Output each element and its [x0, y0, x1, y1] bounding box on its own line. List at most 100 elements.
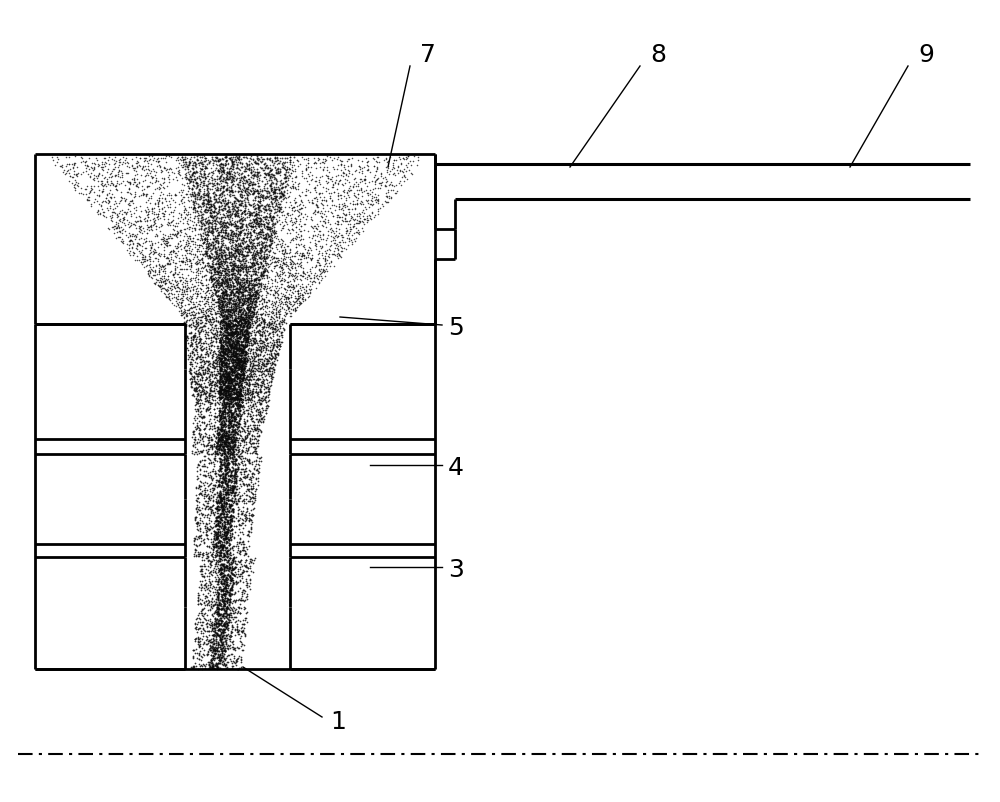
Point: [164, 166, 180, 179]
Point: [244, 378, 260, 391]
Point: [209, 325, 225, 338]
Point: [202, 260, 218, 273]
Point: [225, 366, 241, 379]
Point: [250, 233, 266, 245]
Point: [232, 369, 248, 382]
Point: [296, 267, 312, 280]
Point: [252, 285, 268, 298]
Point: [196, 596, 212, 609]
Point: [198, 440, 214, 453]
Point: [307, 277, 323, 290]
Point: [388, 180, 404, 192]
Point: [187, 157, 203, 170]
Point: [233, 280, 249, 293]
Point: [104, 207, 120, 220]
Point: [243, 290, 259, 302]
Point: [213, 443, 229, 456]
Point: [210, 387, 226, 399]
Point: [234, 327, 250, 340]
Point: [242, 199, 258, 212]
Point: [227, 200, 243, 213]
Point: [209, 306, 225, 318]
Point: [235, 367, 251, 380]
Point: [230, 393, 246, 406]
Point: [246, 250, 262, 263]
Point: [379, 156, 395, 169]
Point: [258, 360, 274, 373]
Point: [181, 303, 197, 316]
Point: [231, 391, 247, 403]
Point: [390, 160, 406, 173]
Point: [238, 276, 254, 289]
Point: [207, 566, 223, 579]
Point: [215, 292, 231, 305]
Point: [204, 274, 220, 287]
Point: [190, 587, 206, 600]
Point: [215, 253, 231, 266]
Point: [204, 180, 220, 192]
Point: [229, 373, 245, 386]
Point: [240, 393, 256, 406]
Point: [256, 273, 272, 286]
Point: [179, 277, 195, 290]
Point: [320, 184, 336, 196]
Point: [198, 188, 214, 201]
Point: [217, 465, 233, 478]
Point: [334, 245, 350, 258]
Point: [236, 332, 252, 345]
Point: [193, 192, 209, 205]
Point: [188, 344, 204, 357]
Point: [248, 265, 264, 277]
Point: [223, 375, 239, 387]
Point: [300, 245, 316, 257]
Point: [177, 223, 193, 236]
Point: [230, 181, 246, 194]
Point: [234, 176, 250, 188]
Point: [227, 487, 243, 500]
Point: [188, 530, 204, 543]
Point: [286, 282, 302, 294]
Point: [217, 472, 233, 484]
Point: [227, 217, 243, 230]
Point: [196, 237, 212, 249]
Point: [219, 211, 235, 224]
Point: [252, 195, 268, 208]
Point: [211, 217, 227, 230]
Point: [214, 295, 230, 308]
Point: [224, 452, 240, 465]
Point: [177, 299, 193, 312]
Point: [232, 325, 248, 338]
Point: [226, 411, 242, 423]
Point: [224, 268, 240, 281]
Point: [109, 211, 125, 224]
Point: [229, 372, 245, 385]
Point: [216, 425, 232, 438]
Point: [193, 216, 209, 229]
Point: [180, 345, 196, 358]
Point: [215, 626, 231, 638]
Point: [230, 337, 246, 350]
Point: [217, 626, 233, 639]
Point: [286, 298, 302, 311]
Point: [245, 198, 261, 211]
Point: [239, 338, 255, 351]
Point: [208, 233, 224, 245]
Point: [347, 202, 363, 215]
Point: [203, 383, 219, 396]
Point: [190, 273, 206, 286]
Point: [142, 244, 158, 257]
Point: [187, 249, 203, 262]
Point: [100, 178, 116, 191]
Point: [206, 315, 222, 328]
Point: [234, 294, 250, 306]
Point: [223, 455, 239, 468]
Point: [183, 367, 199, 380]
Point: [205, 160, 221, 172]
Point: [207, 223, 223, 236]
Point: [254, 241, 270, 254]
Point: [229, 244, 245, 257]
Point: [221, 296, 237, 309]
Point: [226, 384, 242, 397]
Point: [258, 404, 274, 417]
Point: [145, 213, 161, 226]
